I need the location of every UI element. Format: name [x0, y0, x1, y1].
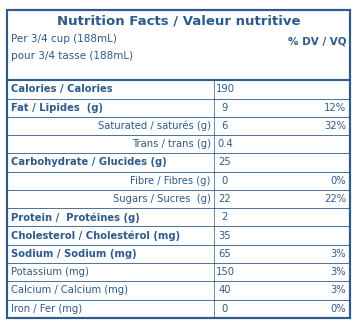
Text: Sodium / Sodium (mg): Sodium / Sodium (mg) — [11, 249, 136, 259]
Text: Iron / Fer (mg): Iron / Fer (mg) — [11, 304, 82, 314]
Text: 3%: 3% — [331, 249, 346, 259]
Text: 0: 0 — [222, 176, 228, 186]
FancyBboxPatch shape — [7, 117, 350, 135]
Text: 3%: 3% — [331, 267, 346, 277]
Text: 25: 25 — [218, 158, 231, 168]
Text: pour 3/4 tasse (188mL): pour 3/4 tasse (188mL) — [11, 51, 133, 61]
Text: 65: 65 — [218, 249, 231, 259]
Text: Fibre / Fibres (g): Fibre / Fibres (g) — [130, 176, 211, 186]
Text: 150: 150 — [215, 267, 235, 277]
Text: 0.4: 0.4 — [217, 139, 233, 149]
Text: 0%: 0% — [331, 304, 346, 314]
Text: 6: 6 — [222, 121, 228, 131]
Text: 22%: 22% — [324, 194, 346, 204]
Text: Calcium / Calcium (mg): Calcium / Calcium (mg) — [11, 285, 128, 295]
Text: 32%: 32% — [324, 121, 346, 131]
Text: Calories / Calories: Calories / Calories — [11, 84, 112, 94]
Text: 190: 190 — [215, 84, 235, 94]
Text: Potassium (mg): Potassium (mg) — [11, 267, 89, 277]
Text: 12%: 12% — [324, 103, 346, 113]
Text: 0%: 0% — [331, 176, 346, 186]
Text: 9: 9 — [222, 103, 228, 113]
Text: Cholesterol / Cholestérol (mg): Cholesterol / Cholestérol (mg) — [11, 230, 180, 241]
FancyBboxPatch shape — [7, 135, 350, 153]
Text: Per 3/4 cup (188mL): Per 3/4 cup (188mL) — [11, 34, 117, 44]
Text: 40: 40 — [218, 285, 231, 295]
Text: Saturated / saturés (g): Saturated / saturés (g) — [97, 121, 211, 131]
Text: 35: 35 — [218, 230, 231, 240]
Text: % DV / VQ: % DV / VQ — [288, 37, 346, 47]
Text: 3%: 3% — [331, 285, 346, 295]
FancyBboxPatch shape — [7, 10, 350, 318]
Text: 22: 22 — [218, 194, 231, 204]
Text: Protein /  Protéines (g): Protein / Protéines (g) — [11, 212, 140, 222]
FancyBboxPatch shape — [7, 172, 350, 190]
Text: Fat / Lipides  (g): Fat / Lipides (g) — [11, 103, 103, 113]
Text: 2: 2 — [222, 212, 228, 222]
Text: Nutrition Facts / Valeur nutritive: Nutrition Facts / Valeur nutritive — [57, 14, 300, 27]
Text: 0: 0 — [222, 304, 228, 314]
Text: Carbohydrate / Glucides (g): Carbohydrate / Glucides (g) — [11, 158, 166, 168]
Text: Sugars / Sucres  (g): Sugars / Sucres (g) — [113, 194, 211, 204]
Text: Trans / trans (g): Trans / trans (g) — [132, 139, 211, 149]
FancyBboxPatch shape — [7, 190, 350, 208]
